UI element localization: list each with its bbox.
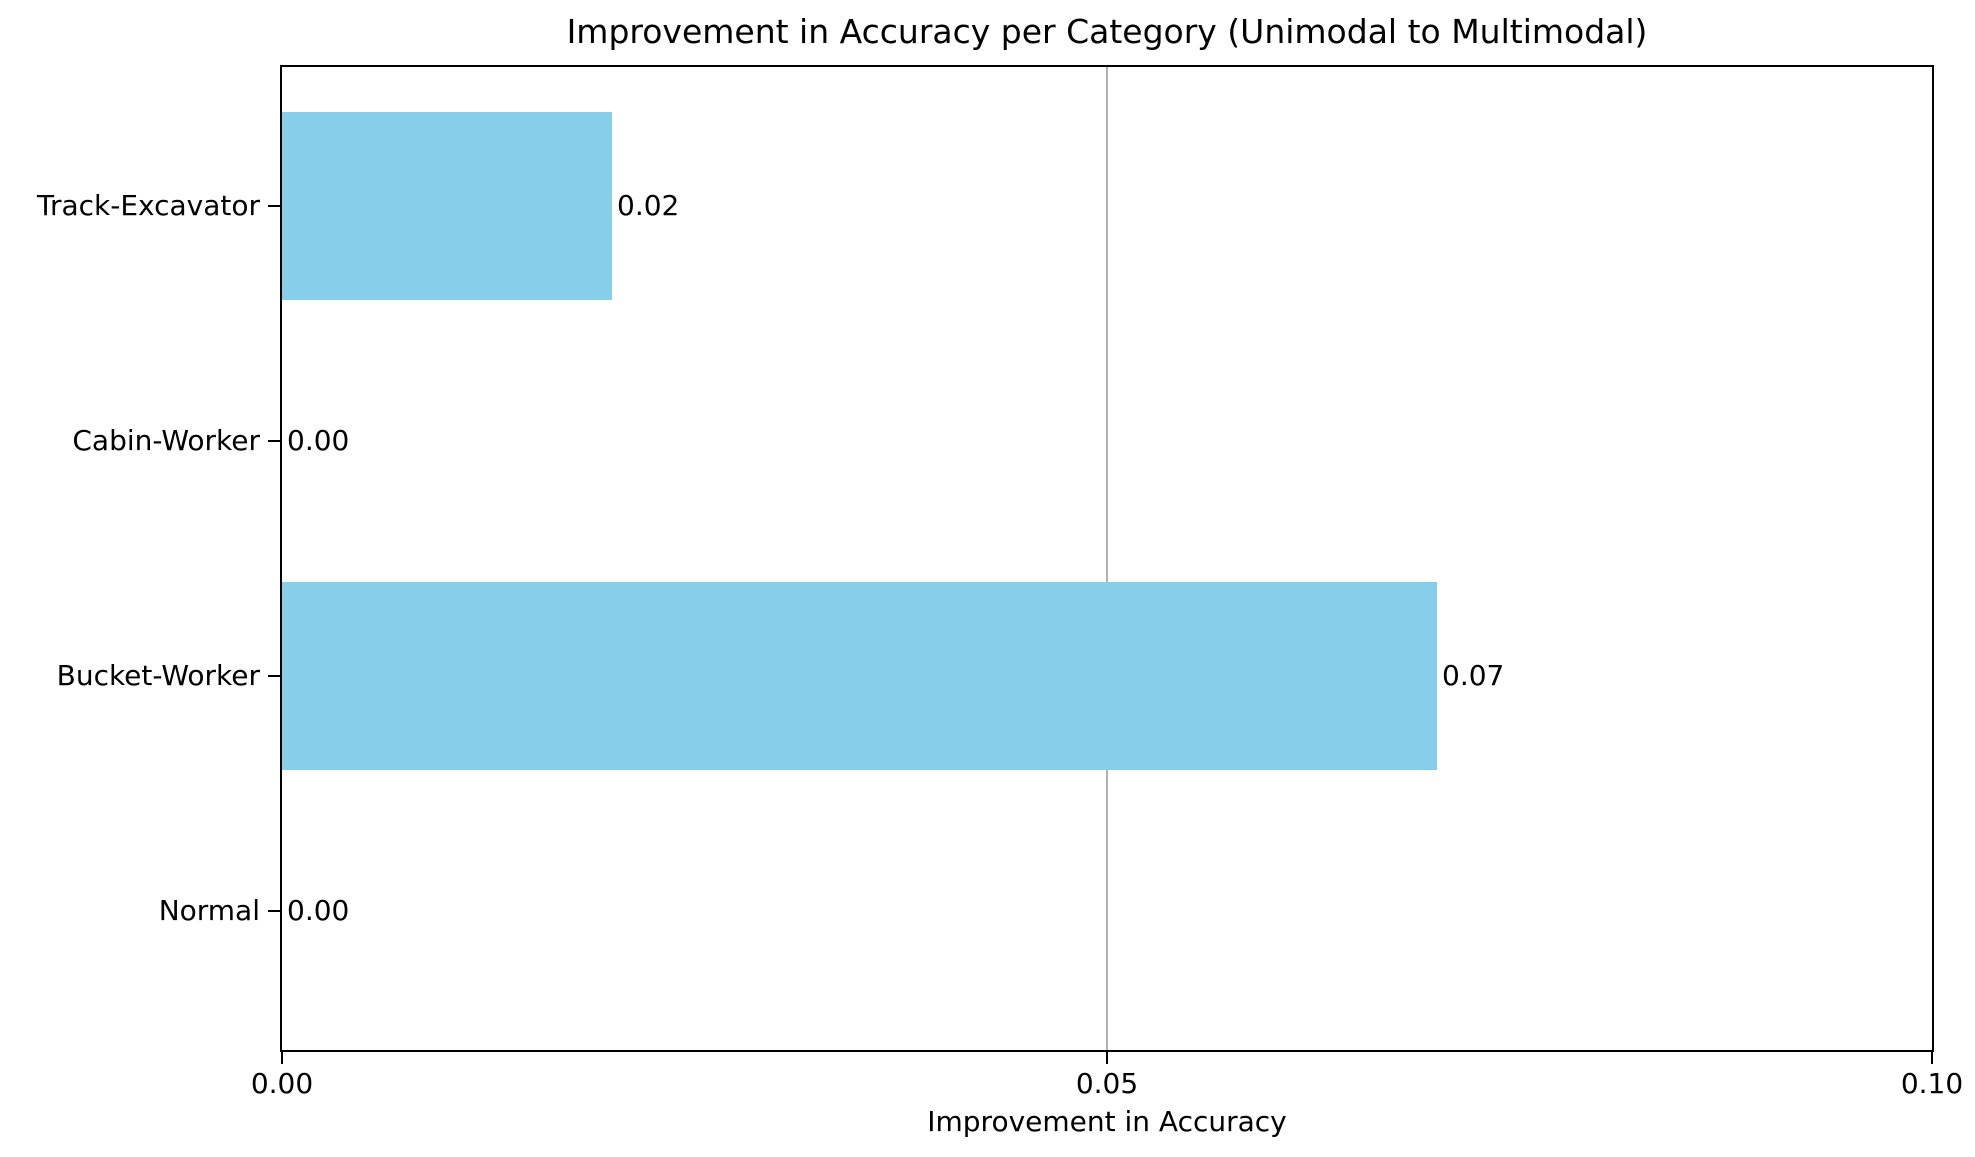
bar: [282, 582, 1437, 771]
x-axis-label: Improvement in Accuracy: [927, 1105, 1287, 1138]
value-label: 0.00: [287, 894, 350, 928]
chart-title: Improvement in Accuracy per Category (Un…: [566, 12, 1648, 51]
plot-area: 0.00 0.05 0.10 0.02 Track-Excavator 0.00 Cabin…: [37, 65, 1963, 1100]
y-tick: [268, 439, 280, 442]
x-tick-label: 0.00: [250, 1067, 314, 1100]
x-tick: [1106, 1052, 1108, 1064]
x-tick-label: 0.05: [1075, 1067, 1139, 1100]
gridline: [1106, 67, 1108, 1050]
value-label: 0.07: [1442, 659, 1505, 693]
category-label: Bucket-Worker: [56, 659, 260, 693]
x-tick-label: 0.10: [1900, 1067, 1964, 1100]
category-label: Track-Excavator: [36, 188, 260, 222]
value-label: 0.00: [287, 424, 350, 458]
bar: [282, 111, 612, 300]
y-tick: [268, 675, 280, 678]
value-label: 0.02: [617, 188, 680, 222]
y-tick: [268, 204, 280, 207]
x-tick: [1931, 1052, 1933, 1064]
category-label: Cabin-Worker: [72, 424, 260, 458]
category-label: Normal: [158, 894, 260, 928]
x-tick: [281, 1052, 283, 1064]
y-tick: [268, 910, 280, 913]
